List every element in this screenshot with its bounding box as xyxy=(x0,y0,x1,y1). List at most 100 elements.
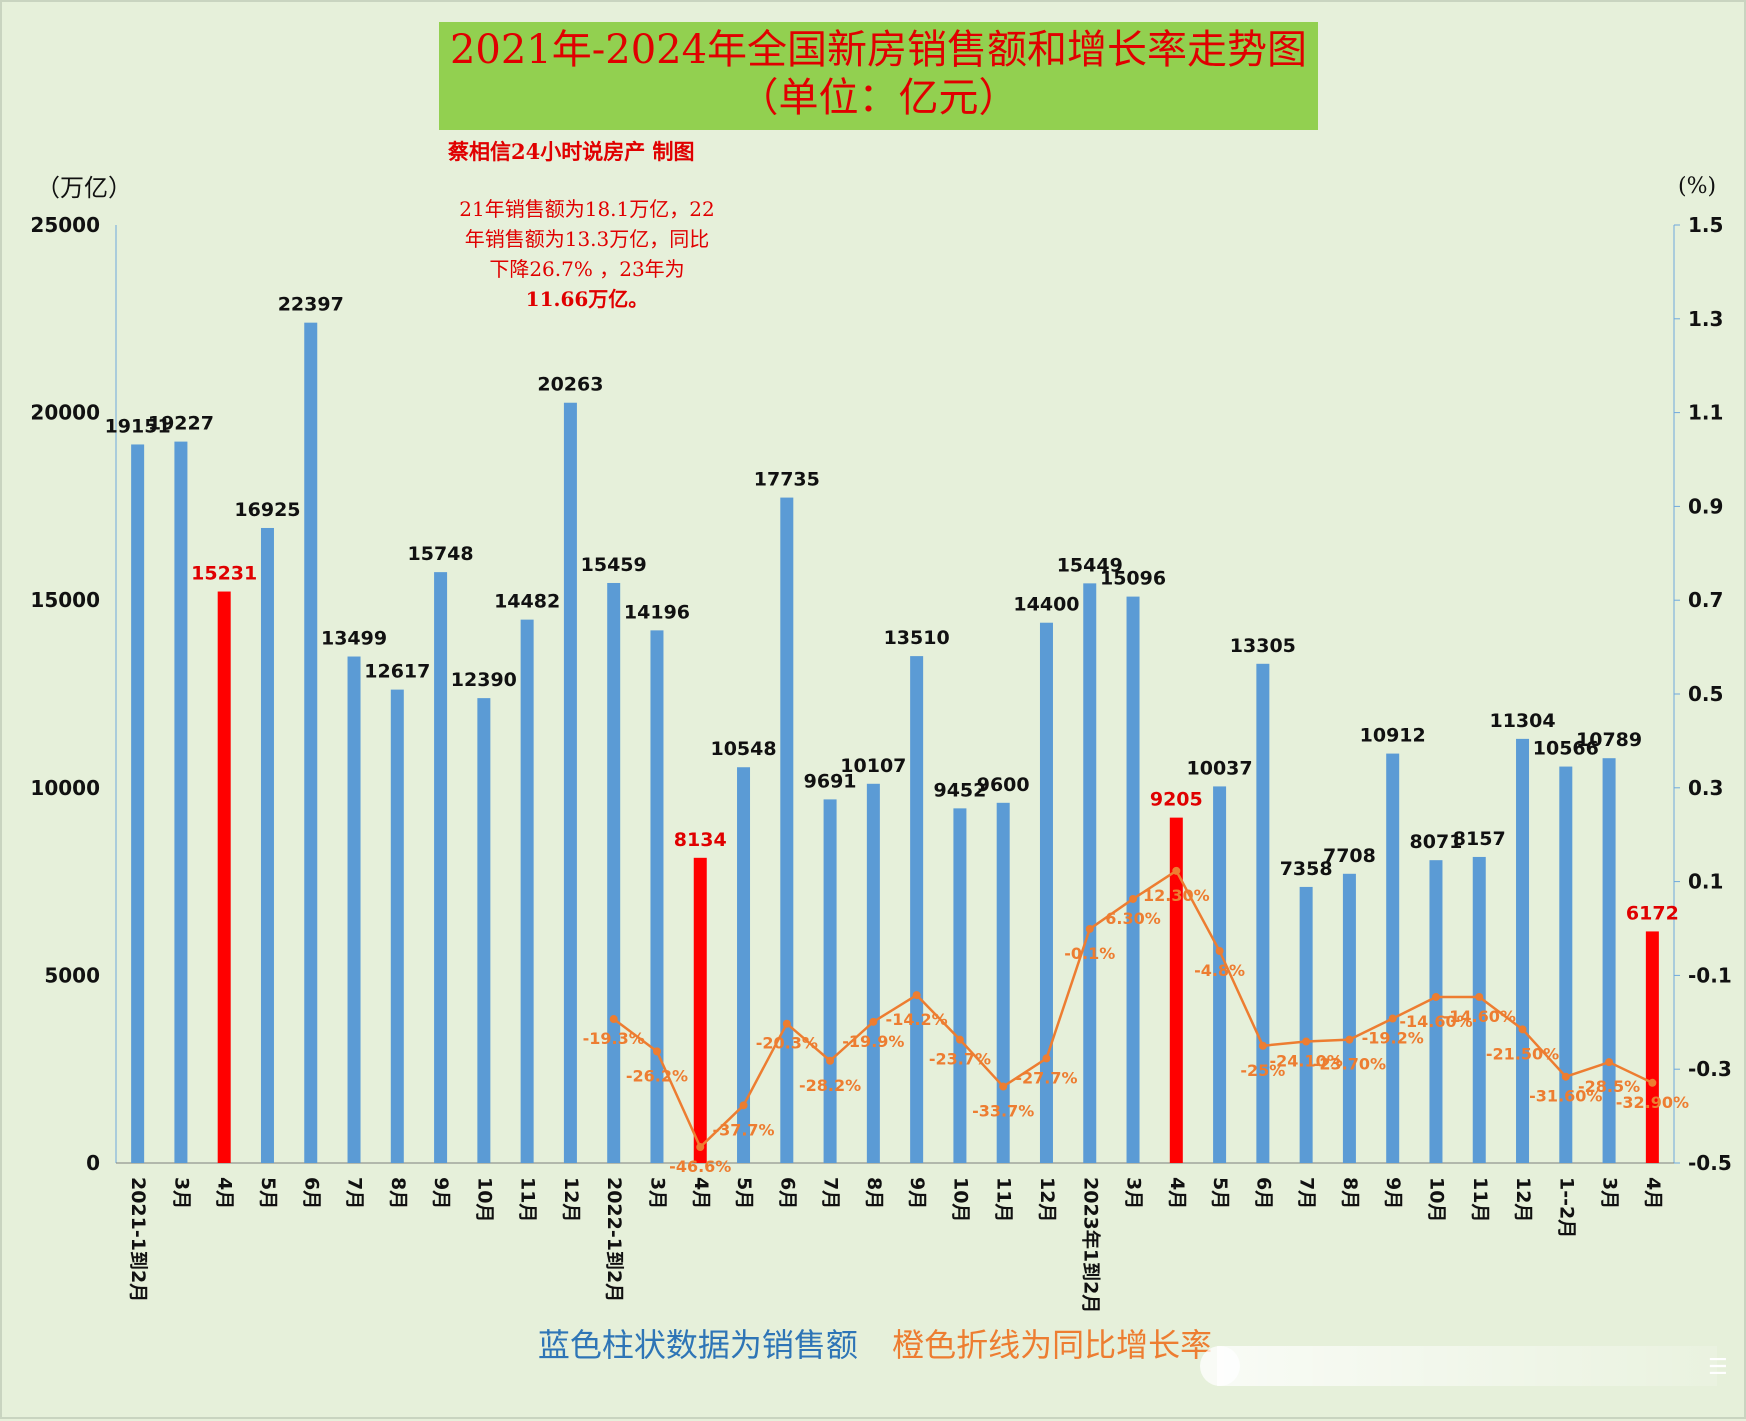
bar-value-label: 16925 xyxy=(234,499,300,521)
right-axis-tick-label: 0.9 xyxy=(1688,494,1723,518)
bar xyxy=(1213,786,1227,1163)
growth-rate-label: -23.7% xyxy=(929,1050,991,1069)
bar xyxy=(174,441,188,1163)
bar xyxy=(1559,766,1573,1163)
growth-rate-label: -0.1% xyxy=(1064,944,1115,963)
bar xyxy=(1169,817,1183,1163)
left-axis-unit: （万亿） xyxy=(36,174,132,202)
x-axis-tick-label: 7月 xyxy=(1296,1177,1318,1209)
left-axis-tick-label: 20000 xyxy=(30,401,100,425)
x-axis-tick-label: 9月 xyxy=(1382,1177,1404,1209)
growth-rate-label: -19.9% xyxy=(842,1032,904,1051)
bar xyxy=(1429,860,1443,1163)
bar xyxy=(563,402,577,1163)
x-axis-tick-label: 12月 xyxy=(1512,1177,1534,1222)
growth-rate-point xyxy=(912,991,921,1000)
x-axis-tick-label: 3月 xyxy=(170,1177,192,1209)
bar xyxy=(1645,931,1659,1163)
bar-value-label: 12617 xyxy=(364,661,430,683)
x-axis-tick-label: 2022-1到2月 xyxy=(603,1177,625,1302)
bar xyxy=(823,799,837,1163)
bar-value-label: 14482 xyxy=(494,591,560,613)
growth-rate-point xyxy=(1605,1058,1614,1067)
growth-rate-label: -31.60% xyxy=(1529,1087,1602,1106)
left-axis-tick-label: 5000 xyxy=(44,963,100,987)
growth-rate-label: -14.60% xyxy=(1443,1007,1516,1026)
x-axis-tick-label: 6月 xyxy=(300,1177,322,1209)
growth-rate-point xyxy=(609,1015,618,1024)
bar-value-label: 9452 xyxy=(933,779,986,801)
x-axis-tick-label: 5月 xyxy=(257,1177,279,1209)
note-line: 21年销售额为18.1万亿，22 xyxy=(459,197,715,221)
x-axis-tick-label: 3月 xyxy=(646,1177,668,1209)
growth-rate-point xyxy=(1302,1037,1311,1046)
bar xyxy=(434,572,448,1163)
x-axis-tick-label: 6月 xyxy=(1252,1177,1274,1209)
growth-rate-label: -23.70% xyxy=(1313,1055,1386,1074)
right-axis-tick-label: -0.1 xyxy=(1688,963,1732,987)
bar-value-label: 19151 xyxy=(105,415,171,437)
growth-rate-label: -28.2% xyxy=(799,1076,861,1095)
x-axis-tick-label: 10月 xyxy=(1425,1177,1447,1222)
right-axis-tick-label: 1.1 xyxy=(1688,401,1723,425)
watermark-logo-icon xyxy=(1200,1346,1240,1386)
growth-rate-label: -33.7% xyxy=(972,1102,1034,1121)
growth-rate-point xyxy=(652,1047,661,1056)
growth-rate-label: -19.3% xyxy=(583,1029,645,1048)
growth-rate-point xyxy=(1258,1041,1267,1050)
x-axis-tick-label: 7月 xyxy=(344,1177,366,1209)
right-axis-tick-label: 1.3 xyxy=(1688,307,1723,331)
right-axis-unit: (%) xyxy=(1678,174,1717,199)
bar-value-label: 10107 xyxy=(840,755,906,777)
x-axis-tick-label: 4月 xyxy=(690,1177,712,1209)
growth-rate-point xyxy=(696,1143,705,1152)
bar xyxy=(260,527,274,1163)
x-axis-tick-label: 3月 xyxy=(1123,1177,1145,1209)
growth-rate-point xyxy=(739,1101,748,1110)
bar-value-label: 15748 xyxy=(408,543,474,565)
x-axis-tick-label: 6月 xyxy=(776,1177,798,1209)
left-axis-tick-label: 25000 xyxy=(30,213,100,237)
bar-value-label: 11304 xyxy=(1489,710,1555,732)
right-axis-tick-label: 0.1 xyxy=(1688,870,1723,894)
growth-rate-label: -25% xyxy=(1240,1061,1285,1080)
bar xyxy=(1602,758,1616,1163)
right-axis-tick-label: -0.3 xyxy=(1688,1057,1732,1081)
bar-value-label: 10789 xyxy=(1576,729,1642,751)
bar xyxy=(737,767,751,1163)
x-axis-tick-label: 11月 xyxy=(993,1177,1015,1222)
watermark-bar xyxy=(1217,1346,1717,1386)
growth-rate-point xyxy=(1518,1025,1527,1034)
growth-rate-label: -26.2% xyxy=(626,1066,688,1085)
bar xyxy=(866,783,880,1163)
bar-value-label: 9205 xyxy=(1150,789,1203,811)
growth-rate-label: -46.6% xyxy=(669,1157,731,1176)
legend-bars-text: 蓝色柱状数据为销售额 xyxy=(537,1326,858,1364)
x-axis-tick-label: 8月 xyxy=(863,1177,885,1209)
growth-rate-label: -14.2% xyxy=(886,1010,948,1029)
growth-rate-point xyxy=(1648,1078,1657,1087)
bar-value-label: 14196 xyxy=(624,601,690,623)
growth-rate-point xyxy=(1129,894,1138,903)
bar xyxy=(477,698,491,1163)
bar xyxy=(1472,856,1486,1163)
growth-rate-point xyxy=(1475,992,1484,1001)
bar-value-label: 12390 xyxy=(451,669,517,691)
x-axis-tick-label: 8月 xyxy=(1339,1177,1361,1209)
growth-rate-point xyxy=(999,1082,1008,1091)
x-axis-tick-label: 1--2月 xyxy=(1555,1177,1577,1238)
growth-rate-label: 6.30% xyxy=(1105,909,1161,928)
x-axis-tick-label: 9月 xyxy=(430,1177,452,1209)
bar-value-label: 7358 xyxy=(1280,858,1333,880)
legend: 蓝色柱状数据为销售额 橙色折线为同比增长率 xyxy=(2,1320,1746,1366)
bar-value-label: 20263 xyxy=(537,374,603,396)
growth-rate-point xyxy=(869,1017,878,1026)
bar xyxy=(1126,596,1140,1163)
growth-rate-point xyxy=(1042,1054,1051,1063)
chart-title-box: 2021年-2024年全国新房销售额和增长率走势图 （单位：亿元） xyxy=(439,22,1318,130)
bar xyxy=(1039,622,1053,1163)
bar-value-label: 13305 xyxy=(1230,635,1296,657)
note-line: 年销售额为13.3万亿，同比 xyxy=(464,227,710,251)
